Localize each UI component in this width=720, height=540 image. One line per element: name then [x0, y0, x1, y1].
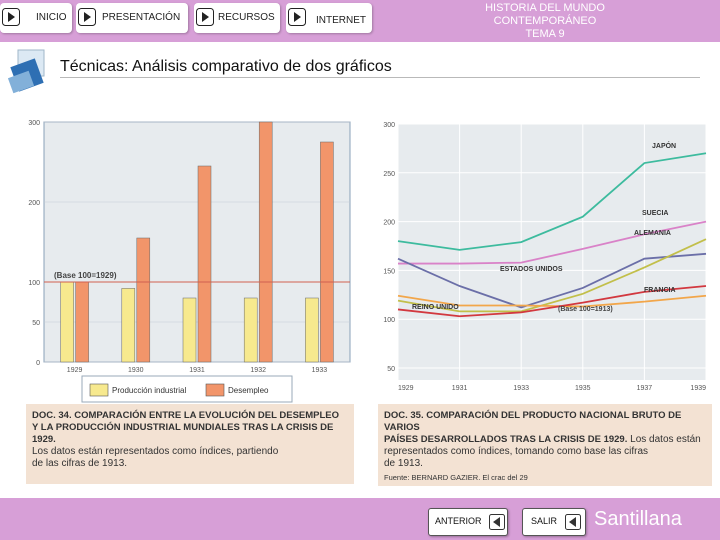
legend-label-produccion: Producción industrial — [112, 386, 186, 395]
section-divider — [60, 77, 700, 78]
series-line-reino-unido — [397, 285, 707, 318]
caption-doc35-source: Fuente: BERNARD GAZIER. El crac del 29 — [384, 473, 528, 482]
y-tick-label: 200 — [28, 200, 40, 207]
y-tick-label: 50 — [387, 366, 395, 373]
chart-right-panel: 50 100 150 200 250 300 1929 1931 1933 1935 1937 19… — [366, 112, 712, 402]
y-tick-label: 150 — [383, 268, 395, 275]
y-tick-label: 0 — [36, 360, 40, 367]
section-title: Técnicas: Análisis comparativo de dos gr… — [60, 58, 392, 75]
x-tick-label: 1930 — [128, 367, 144, 374]
chart-left-plot-area — [43, 121, 351, 363]
x-tick-label: 1931 — [452, 385, 468, 392]
caption-doc34: DOC. 34. COMPARACIÓN ENTRE LA EVOLUCIÓN … — [26, 404, 354, 484]
y-tick-label: 100 — [28, 280, 40, 287]
x-tick-label: 1932 — [250, 367, 266, 374]
y-tick-label: 300 — [383, 122, 395, 129]
x-tick-label: 1935 — [575, 385, 591, 392]
caption-doc35-title-line1: DOC. 35. COMPARACIÓN DEL PRODUCTO NACION… — [384, 410, 682, 433]
chart-left-annotation: (Base 100=1929) — [54, 271, 117, 280]
series-label: ALEMANIA — [634, 230, 671, 237]
series-label: JAPÓN — [652, 141, 676, 150]
x-tick-label: 1939 — [690, 385, 706, 392]
nav-presentacion-button[interactable]: PRESENTACIÓN — [76, 3, 188, 33]
caption-doc34-body-line1: Los datos están representados como índic… — [32, 446, 279, 457]
series-line-japón — [397, 152, 707, 251]
bar-desempleo-1931 — [197, 165, 212, 363]
nav-recursos-button[interactable]: RECURSOS — [194, 3, 280, 33]
course-title-line1: HISTORIA DEL MUNDO CONTEMPORÁNEO — [485, 2, 605, 27]
caption-doc35-body-line2: representados como índices, tomando como… — [384, 446, 649, 457]
play-arrow-icon — [2, 8, 20, 26]
caption-doc35-body-line3: de 1913. — [384, 458, 423, 469]
brand-logo-text: Santillana — [594, 508, 682, 530]
bar-produccion-1929 — [60, 281, 74, 363]
bar-desempleo-1930 — [136, 237, 151, 363]
caption-doc35-body-line1: Los datos están — [630, 434, 701, 445]
y-tick-label: 50 — [32, 320, 40, 327]
nav-inicio-label: INICIO — [36, 12, 67, 23]
caption-doc34-title-line1: DOC. 34. COMPARACIÓN ENTRE LA EVOLUCIÓN … — [32, 410, 340, 421]
series-label: SUECIA — [642, 210, 668, 217]
chart-right-annotation: (Base 100=1913) — [558, 306, 613, 313]
y-tick-label: 250 — [383, 171, 395, 178]
x-tick-label: 1933 — [513, 385, 529, 392]
nav-inicio-button[interactable]: INICIO — [0, 3, 72, 33]
bar-desempleo-1932 — [258, 121, 273, 363]
legend-swatch-desempleo — [205, 383, 225, 397]
back-arrow-icon — [565, 514, 581, 530]
footer-bar — [0, 498, 720, 540]
x-tick-label: 1937 — [637, 385, 653, 392]
series-line-francia — [397, 294, 707, 308]
caption-doc34-title-line2: Y LA PRODUCCIÓN INDUSTRIAL MUNDIALES TRA… — [32, 422, 334, 445]
bar-produccion-1930 — [121, 288, 136, 363]
play-arrow-icon — [196, 8, 214, 26]
legend-swatch-produccion — [89, 383, 109, 397]
nav-recursos-label: RECURSOS — [218, 12, 275, 23]
chart-right-plot-area — [398, 124, 706, 380]
chart-left-panel: 0 50 100 200 300 1929 1930 1931 1932 1933 (Base … — [6, 112, 354, 404]
anterior-label: ANTERIOR — [435, 516, 482, 526]
x-tick-label: 1931 — [189, 367, 205, 374]
bar-produccion-1931 — [182, 297, 197, 363]
play-arrow-icon — [78, 8, 96, 26]
caption-doc34-body-line2: de las cifras de 1913. — [32, 458, 128, 469]
salir-label: SALIR — [531, 516, 558, 526]
series-line-estados-unidos — [397, 238, 707, 313]
bar-produccion-1933 — [305, 297, 319, 363]
nav-presentacion-label: PRESENTACIÓN — [102, 12, 181, 23]
nav-internet-label: INTERNET — [316, 15, 366, 26]
x-tick-label: 1929 — [67, 367, 83, 374]
caption-doc35: DOC. 35. COMPARACIÓN DEL PRODUCTO NACION… — [378, 404, 712, 486]
x-tick-label: 1933 — [312, 367, 328, 374]
x-tick-label: 1929 — [398, 385, 414, 392]
series-label: FRANCIA — [644, 287, 676, 294]
bar-desempleo-1933 — [320, 141, 334, 363]
y-tick-label: 100 — [383, 317, 395, 324]
chart-left-legend — [81, 375, 293, 403]
cube-logo-icon — [7, 49, 45, 94]
legend-label-desempleo: Desempleo — [228, 386, 269, 395]
salir-button[interactable]: SALIR — [522, 508, 586, 536]
series-label: ESTADOS UNIDOS — [500, 266, 563, 273]
back-arrow-icon — [489, 514, 505, 530]
y-tick-label: 200 — [383, 220, 395, 227]
anterior-button[interactable]: ANTERIOR — [428, 508, 508, 536]
y-tick-label: 300 — [28, 120, 40, 127]
series-label: REINO UNIDO — [412, 304, 459, 311]
nav-internet-button[interactable]: INTERNET — [286, 3, 372, 33]
course-title: HISTORIA DEL MUNDO CONTEMPORÁNEO TEMA 9 — [440, 2, 650, 41]
play-arrow-icon — [288, 8, 306, 26]
bar-desempleo-1929 — [75, 281, 89, 363]
bar-produccion-1932 — [243, 297, 258, 363]
series-line-suecia — [398, 220, 707, 265]
series-line-alemania — [397, 252, 707, 309]
course-title-line2: TEMA 9 — [525, 28, 565, 40]
caption-doc35-title-line2: PAÍSES DESARROLLADOS TRAS LA CRISIS DE 1… — [384, 434, 628, 445]
